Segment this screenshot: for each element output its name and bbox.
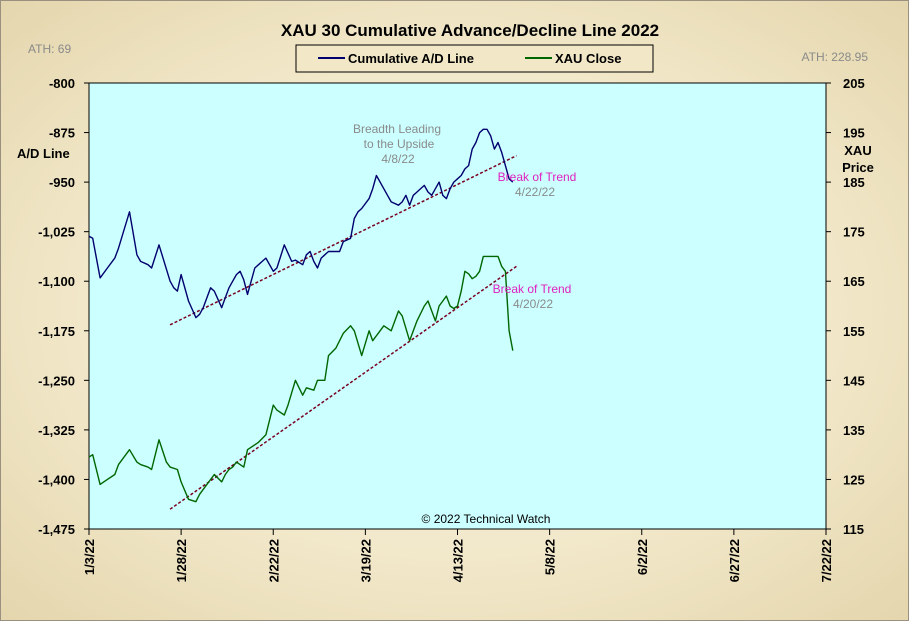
y-right-tick-label: 185 bbox=[843, 175, 865, 190]
legend-ad-label: Cumulative A/D Line bbox=[348, 51, 474, 66]
y-left-tick-label: -1,250 bbox=[38, 373, 75, 388]
annotation-breadth-date: 4/8/22 bbox=[381, 152, 415, 166]
x-tick-label: 6/2/22 bbox=[635, 539, 650, 575]
annotations: Breadth Leading to the Upside 4/8/22 Bre… bbox=[353, 122, 576, 526]
y-right-tick-label: 155 bbox=[843, 324, 865, 339]
x-ticks: 1/3/22 1/28/22 2/22/22 3/19/22 4/13/22 5/8/22… bbox=[82, 529, 834, 582]
y-right-tick-label: 205 bbox=[843, 76, 865, 91]
trendlines bbox=[169, 155, 517, 510]
y-left-tick-label: -1,400 bbox=[38, 472, 75, 487]
y-left-tick-label: -1,025 bbox=[38, 225, 75, 240]
annotation-break1-label: Break of Trend bbox=[498, 170, 577, 184]
trendline bbox=[169, 265, 517, 510]
annotation-break1-date: 4/22/22 bbox=[515, 185, 555, 199]
ath-right-label: ATH: 228.95 bbox=[802, 50, 869, 64]
y-left-tick-label: -1,175 bbox=[38, 324, 75, 339]
x-tick-label: 4/13/22 bbox=[451, 539, 466, 582]
x-tick-label: 2/22/22 bbox=[266, 539, 281, 582]
y-right-tick-label: 115 bbox=[843, 522, 864, 537]
legend-xau-label: XAU Close bbox=[555, 51, 621, 66]
annotation-break2-date: 4/20/22 bbox=[513, 297, 553, 311]
trendline bbox=[169, 155, 517, 326]
y-left-tick-label: -1,475 bbox=[38, 522, 75, 537]
xau-close-series bbox=[88, 255, 514, 503]
y-right-axis-label-xau: XAU bbox=[844, 143, 871, 158]
x-tick-label: 5/8/22 bbox=[543, 539, 558, 575]
y-right-tick-label: 145 bbox=[843, 373, 865, 388]
legend-box bbox=[295, 44, 654, 73]
x-tick-label: 6/27/22 bbox=[727, 539, 742, 582]
y-left-tick-label: -1,100 bbox=[38, 274, 75, 289]
y-right-tick-label: 125 bbox=[843, 472, 865, 487]
y-right-tick-label: 135 bbox=[843, 423, 865, 438]
ath-left-label: ATH: 69 bbox=[28, 42, 71, 56]
y-right-tick-label: 165 bbox=[843, 274, 865, 289]
annotation-break2-label: Break of Trend bbox=[493, 282, 572, 296]
y-left-tick-label: -875 bbox=[49, 126, 75, 141]
y-right-tick-label: 175 bbox=[843, 225, 865, 240]
legend: Cumulative A/D Line XAU Close bbox=[295, 44, 654, 73]
ad-line-series bbox=[88, 128, 514, 319]
annotation-breadth-line1: Breadth Leading bbox=[353, 122, 441, 136]
x-tick-label: 7/22/22 bbox=[819, 539, 834, 582]
x-tick-label: 3/19/22 bbox=[358, 539, 373, 582]
y-right-ticks: 205 195 185 175 165 155 145 135 125 115 bbox=[826, 76, 865, 537]
x-tick-label: 1/3/22 bbox=[82, 539, 97, 575]
y-right-tick-label: 195 bbox=[843, 126, 865, 141]
y-left-ticks: -800 -875 -950 -1,025 -1,100 -1,175 -1,250 -1,3… bbox=[38, 76, 89, 537]
copyright-text: © 2022 Technical Watch bbox=[422, 512, 551, 526]
y-right-axis-label-price: Price bbox=[842, 160, 874, 175]
y-left-tick-label: -1,325 bbox=[38, 423, 75, 438]
annotation-breadth-line2: to the Upside bbox=[364, 137, 435, 151]
x-tick-label: 1/28/22 bbox=[174, 539, 189, 582]
y-left-tick-label: -950 bbox=[49, 175, 75, 190]
y-left-tick-label: -800 bbox=[49, 76, 75, 91]
series-group bbox=[88, 128, 514, 503]
chart-title: XAU 30 Cumulative Advance/Decline Line 2… bbox=[281, 21, 659, 40]
y-left-axis-label: A/D Line bbox=[17, 146, 70, 161]
